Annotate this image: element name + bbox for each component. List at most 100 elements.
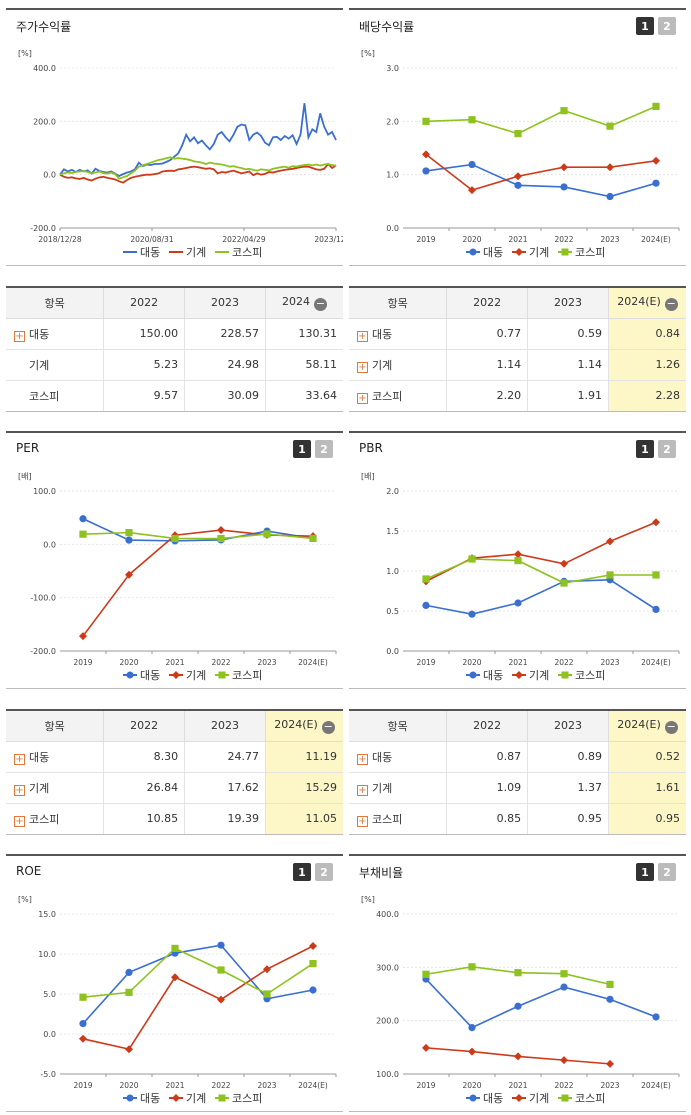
x-tick-label: 2020	[119, 658, 138, 667]
row-label: 대동	[29, 327, 50, 341]
unit-label: [배]	[18, 472, 32, 481]
data-point	[422, 970, 430, 978]
column-header-label: 2022	[473, 296, 502, 310]
x-tick-label: 2019	[73, 658, 92, 667]
data-point	[514, 181, 522, 189]
legend-label: 코스피	[232, 246, 262, 259]
x-tick-label: 2019	[416, 1081, 435, 1090]
expand-icon[interactable]: +	[357, 753, 368, 765]
toggle-1-button[interactable]: 1	[636, 440, 654, 458]
value-cell: 9.57	[103, 380, 185, 411]
data-point	[514, 599, 522, 607]
legend-label: 코스피	[575, 246, 605, 259]
x-tick-label: 2022	[554, 658, 573, 667]
legend-item: 코스피	[215, 669, 262, 682]
column-header: 2023	[527, 711, 609, 742]
data-point	[125, 529, 133, 537]
expand-icon[interactable]: +	[357, 361, 368, 373]
expand-icon[interactable]: +	[357, 815, 368, 827]
x-tick-label: 2024(E)	[641, 1081, 671, 1090]
data-point	[560, 107, 568, 115]
value-cell: 0.95	[607, 803, 686, 834]
column-header-label: 2023	[554, 719, 583, 733]
column-header-label: 항목	[387, 296, 408, 310]
legend-label: 대동	[140, 246, 160, 259]
toggle-1-button[interactable]: 1	[636, 863, 654, 881]
collapse-icon[interactable]: −	[321, 719, 335, 734]
expand-icon[interactable]: +	[14, 753, 25, 765]
data-point	[125, 968, 133, 976]
toggle-1-button[interactable]: 1	[293, 440, 311, 458]
data-point	[560, 970, 568, 978]
value-cell: 19.39	[184, 803, 266, 834]
toggle-2-button[interactable]: 2	[315, 440, 333, 458]
series-line-코스피	[425, 558, 656, 584]
collapse-icon[interactable]: −	[313, 296, 327, 311]
expand-icon[interactable]: +	[357, 392, 368, 404]
toggle-2-button[interactable]: 2	[658, 440, 676, 458]
data-point	[514, 1052, 522, 1061]
toggle-1-button[interactable]: 1	[636, 17, 654, 35]
column-header-label: 항목	[44, 719, 65, 733]
roe-panel: ROE 1 2 [%] 15.0 10.0 5.0 0.0 -5.0 2019 2020 202…	[6, 854, 343, 1112]
y-tick-label: 2.0	[386, 487, 399, 496]
toggle-1-button[interactable]: 1	[293, 863, 311, 881]
row-label: 코스피	[372, 389, 403, 403]
legend-item: 대동	[466, 669, 503, 682]
expand-icon[interactable]: +	[14, 815, 25, 827]
chart-toggle-group: 1 2	[636, 440, 676, 458]
x-tick-label: 2023/12/28	[314, 235, 343, 244]
x-tick-label: 2023	[257, 658, 276, 667]
row-label-cell: 코스피	[6, 380, 104, 411]
roe-chart: [%] 15.0 10.0 5.0 0.0 -5.0 2019 2020 2021 2022 202…	[18, 895, 337, 1105]
legend: 대동 기계 코스피	[123, 669, 262, 682]
value-cell: 24.98	[184, 349, 266, 381]
dividend-table: 항목 2022 2023 2024(E) − + 대동 0.77 0.59 0.84 + 기계 1.14…	[349, 286, 686, 412]
expand-icon[interactable]: +	[14, 330, 25, 342]
value-cell: 0.59	[527, 318, 609, 350]
value-cell: 0.52	[607, 741, 686, 773]
row-label-cell: 기계	[6, 349, 104, 381]
column-header: 2023	[184, 711, 266, 742]
x-tick-label: 2020	[462, 1081, 481, 1090]
panel-title: PER	[16, 441, 40, 455]
series-line-코스피	[425, 105, 657, 135]
expand-icon[interactable]: +	[14, 784, 25, 796]
series-line-대동	[82, 518, 314, 542]
expand-icon[interactable]: +	[357, 784, 368, 796]
x-tick-label: 2024(E)	[298, 1081, 328, 1090]
debt-ratio-panel: 부채비율 1 2 [%] 400.0 300.0 200.0 100.0 2019 2020…	[349, 854, 686, 1112]
value-cell: 15.29	[264, 772, 343, 804]
column-header-label: 2022	[130, 296, 159, 310]
x-tick-label: 2023	[600, 1081, 619, 1090]
collapse-icon[interactable]: −	[664, 719, 678, 734]
data-point	[468, 963, 476, 971]
x-tick-label: 2019	[416, 658, 435, 667]
y-tick-label: 400.0	[33, 64, 56, 73]
toggle-2-button[interactable]: 2	[658, 17, 676, 35]
legend-label: 대동	[483, 669, 503, 682]
expand-icon[interactable]: +	[357, 330, 368, 342]
data-point	[560, 983, 568, 991]
toggle-2-button[interactable]: 2	[658, 863, 676, 881]
table-row: + 기계 26.84 17.62 15.29	[6, 772, 343, 804]
legend-label: 기계	[186, 246, 206, 259]
data-point	[514, 172, 522, 181]
data-point	[560, 1056, 568, 1065]
column-header: 2022	[446, 288, 528, 319]
table-header-row: 항목 2022 2023 2024(E) −	[6, 711, 343, 742]
row-label: 대동	[29, 750, 50, 764]
collapse-icon[interactable]: −	[664, 296, 678, 311]
legend-marker	[469, 248, 477, 256]
data-point	[79, 1020, 87, 1028]
toggle-2-button[interactable]: 2	[315, 863, 333, 881]
table-row: + 기계 1.09 1.37 1.61	[349, 772, 686, 804]
table-row: + 코스피 10.85 19.39 11.05	[6, 803, 343, 834]
value-cell: 130.31	[264, 318, 343, 350]
data-point	[606, 122, 614, 130]
table-header-row: 항목 2022 2023 2024(E) −	[349, 288, 686, 319]
data-point	[606, 995, 614, 1003]
value-cell: 17.62	[184, 772, 266, 804]
column-header: 2024(E) −	[607, 288, 686, 319]
x-tick-label: 2021	[508, 1081, 527, 1090]
